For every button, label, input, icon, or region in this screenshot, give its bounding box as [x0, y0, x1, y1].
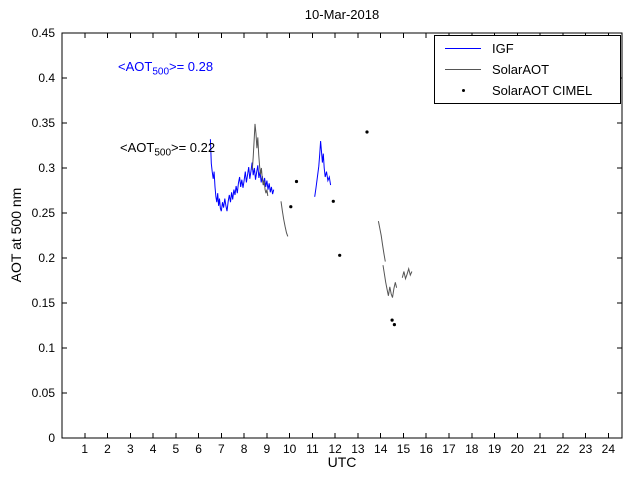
y-tick-label: 0	[48, 431, 55, 445]
x-tick-label: 12	[328, 442, 342, 456]
y-tick-label: 0.05	[32, 386, 56, 400]
series-solaraot	[280, 201, 289, 237]
legend-label-solaraot: SolarAOT	[492, 62, 550, 77]
igf-legend-marker	[445, 48, 481, 49]
x-tick-label: 15	[397, 442, 411, 456]
y-tick-label: 0.1	[38, 341, 55, 355]
x-tick-label: 21	[533, 442, 547, 456]
solaraot-line-icon	[441, 69, 485, 70]
legend: IGF SolarAOT SolarAOT CIMEL	[434, 35, 621, 104]
x-tick-label: 10	[283, 442, 297, 456]
point-solaraot-cimel	[338, 253, 342, 257]
mean-aot-annotation: <AOT500>= 0.28	[118, 59, 214, 78]
point-solaraot-cimel	[390, 318, 394, 322]
x-tick-label: 4	[150, 442, 157, 456]
x-tick-label: 9	[264, 442, 271, 456]
y-tick-label: 0.2	[38, 251, 55, 265]
series-solaraot	[377, 221, 386, 262]
igf-line-icon	[441, 48, 485, 49]
point-solaraot-cimel	[289, 205, 293, 209]
point-solaraot-cimel	[392, 323, 396, 327]
legend-item-igf: IGF	[435, 38, 620, 59]
x-tick-label: 2	[104, 442, 111, 456]
legend-label-igf: IGF	[492, 41, 514, 56]
x-axis-label: UTC	[327, 454, 357, 470]
x-tick-label: 8	[241, 442, 248, 456]
series-igf	[314, 140, 332, 197]
x-tick-label: 24	[602, 442, 616, 456]
cimel-legend-marker	[461, 89, 465, 92]
y-tick-label: 0.4	[38, 71, 55, 85]
series-solaraot	[251, 123, 269, 196]
x-tick-label: 13	[351, 442, 365, 456]
x-tick-label: 16	[420, 442, 434, 456]
point-solaraot-cimel	[365, 130, 369, 134]
y-tick-label: 0.3	[38, 161, 55, 175]
legend-item-solaraot: SolarAOT	[435, 59, 620, 80]
y-axis-label: AOT at 500 nm	[8, 187, 24, 283]
x-tick-label: 3	[127, 442, 134, 456]
x-tick-label: 17	[442, 442, 456, 456]
x-tick-label: 5	[172, 442, 179, 456]
x-tick-label: 23	[579, 442, 593, 456]
legend-item-solaraot-cimel: SolarAOT CIMEL	[435, 80, 620, 101]
x-tick-label: 14	[374, 442, 388, 456]
x-tick-label: 6	[195, 442, 202, 456]
x-tick-label: 11	[306, 442, 319, 456]
x-tick-label: 7	[218, 442, 225, 456]
x-tick-label: 18	[465, 442, 479, 456]
cimel-dot-icon	[441, 89, 485, 92]
legend-label-solaraot-cimel: SolarAOT CIMEL	[492, 83, 593, 98]
solaraot-legend-marker	[445, 69, 481, 70]
y-tick-label: 0.15	[32, 296, 56, 310]
x-tick-label: 19	[488, 442, 502, 456]
x-tick-label: 20	[511, 442, 525, 456]
point-solaraot-cimel	[331, 199, 335, 203]
y-tick-label: 0.25	[32, 206, 56, 220]
x-tick-label: 1	[81, 442, 88, 456]
x-tick-label: 22	[556, 442, 570, 456]
series-solaraot	[401, 266, 413, 281]
point-solaraot-cimel	[294, 179, 299, 184]
series-solaraot	[382, 265, 398, 298]
chart-title: 10-Mar-2018	[304, 7, 380, 22]
y-tick-label: 0.35	[32, 116, 56, 130]
y-tick-label: 0.45	[32, 26, 56, 40]
mean-aot-annotation: <AOT500>= 0.22	[120, 140, 216, 159]
